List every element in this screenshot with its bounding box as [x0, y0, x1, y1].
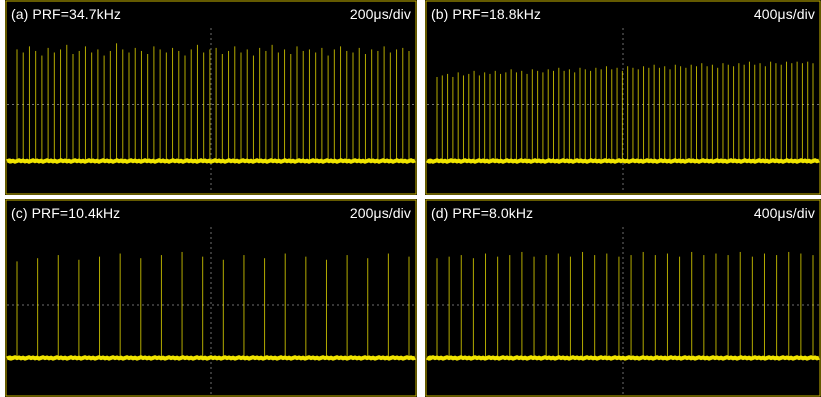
- scope-screen-c: [5, 199, 417, 397]
- scope-panel-d: (d) PRF=8.0kHz 400μs/div: [425, 199, 821, 397]
- baseline-trace: [6, 355, 416, 361]
- scope-screen-b: [425, 0, 821, 195]
- baseline-trace: [426, 158, 820, 164]
- scope-panel-a: (a) PRF=34.7kHz 200μs/div: [5, 0, 417, 195]
- panel-label-a: (a) PRF=34.7kHz: [11, 6, 122, 22]
- screen-frame: [5, 0, 417, 195]
- timebase-label-b: 400μs/div: [753, 6, 815, 22]
- scope-screen-a: [5, 0, 417, 195]
- panel-label-d: (d) PRF=8.0kHz: [431, 205, 534, 221]
- timebase-label-a: 200μs/div: [349, 6, 411, 22]
- timebase-label-c: 200μs/div: [349, 205, 411, 221]
- timebase-label-d: 400μs/div: [753, 205, 815, 221]
- panel-label-b: (b) PRF=18.8kHz: [431, 6, 542, 22]
- panel-label-c: (c) PRF=10.4kHz: [11, 205, 121, 221]
- screen-frame: [5, 199, 417, 397]
- baseline-trace: [426, 355, 820, 361]
- scope-panel-b: (b) PRF=18.8kHz 400μs/div: [425, 0, 821, 195]
- scope-panel-c: (c) PRF=10.4kHz 200μs/div: [5, 199, 417, 397]
- screen-frame: [425, 199, 821, 397]
- baseline-trace: [6, 158, 416, 164]
- scope-screen-d: [425, 199, 821, 397]
- screen-frame: [425, 0, 821, 195]
